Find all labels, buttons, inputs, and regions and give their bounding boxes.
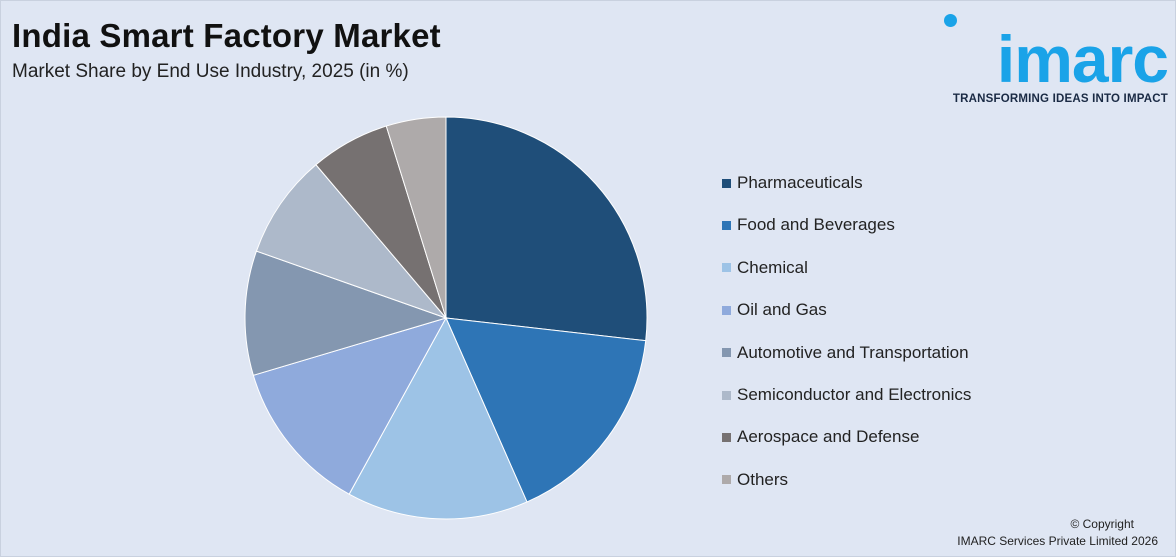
pie-slice-chemical [348, 316, 528, 520]
legend-swatch [722, 220, 731, 230]
legend-swatch [722, 305, 731, 315]
legend-item: Pharmaceuticals [722, 172, 863, 194]
logo-wordmark: imarc [996, 22, 1169, 96]
legend-label: Semiconductor and Electronics [737, 385, 972, 404]
legend-swatch [722, 178, 731, 188]
legend-label: Chemical [737, 257, 808, 277]
legend-label: Automotive and Transportation [737, 342, 969, 362]
legend-swatch [722, 263, 731, 273]
pie-slice-pharmaceuticals [445, 116, 648, 342]
legend-label: Food and Beverages [737, 215, 895, 235]
legend-label: Aerospace and Defense [737, 427, 920, 447]
imarc-logo: imarc TRANSFORMING IDEAS INTO IMPACT [944, 12, 1169, 112]
logo-dot-icon [944, 14, 957, 27]
logo-tagline: TRANSFORMING IDEAS INTO IMPACT [952, 93, 1168, 105]
legend-item: Aerospace and Defense [722, 426, 919, 448]
chart-title: India Smart Factory Market [12, 17, 441, 54]
legend-item: Automotive and Transportation [722, 342, 969, 364]
pie-chart [244, 116, 648, 520]
legend-label: Others [737, 469, 789, 489]
legend-swatch [722, 390, 731, 400]
legend-label: Pharmaceuticals [737, 173, 863, 192]
legend-swatch [722, 475, 731, 485]
chart-subtitle: Market Share by End Use Industry, 2025 (… [12, 61, 409, 82]
company-text: IMARC Services Private Limited 2026 [957, 534, 1158, 548]
pie-slice-food-and-beverages [445, 317, 647, 503]
legend-item: Semiconductor and Electronics [722, 384, 971, 406]
legend-item: Others [722, 469, 788, 491]
legend-item: Food and Beverages [722, 214, 895, 236]
pie-slice-semiconductor-and-electronics [255, 164, 448, 320]
legend-item: Chemical [722, 257, 808, 279]
pie-slice-others [385, 116, 447, 319]
legend-label: Oil and Gas [737, 300, 827, 320]
legend-swatch [722, 432, 731, 442]
legend-item: Oil and Gas [722, 299, 827, 321]
copyright-text: © Copyright [1070, 517, 1134, 531]
pie-slice-automotive-and-transportation [244, 250, 448, 376]
legend-swatch [722, 348, 731, 358]
pie-slice-oil-and-gas [252, 317, 448, 495]
